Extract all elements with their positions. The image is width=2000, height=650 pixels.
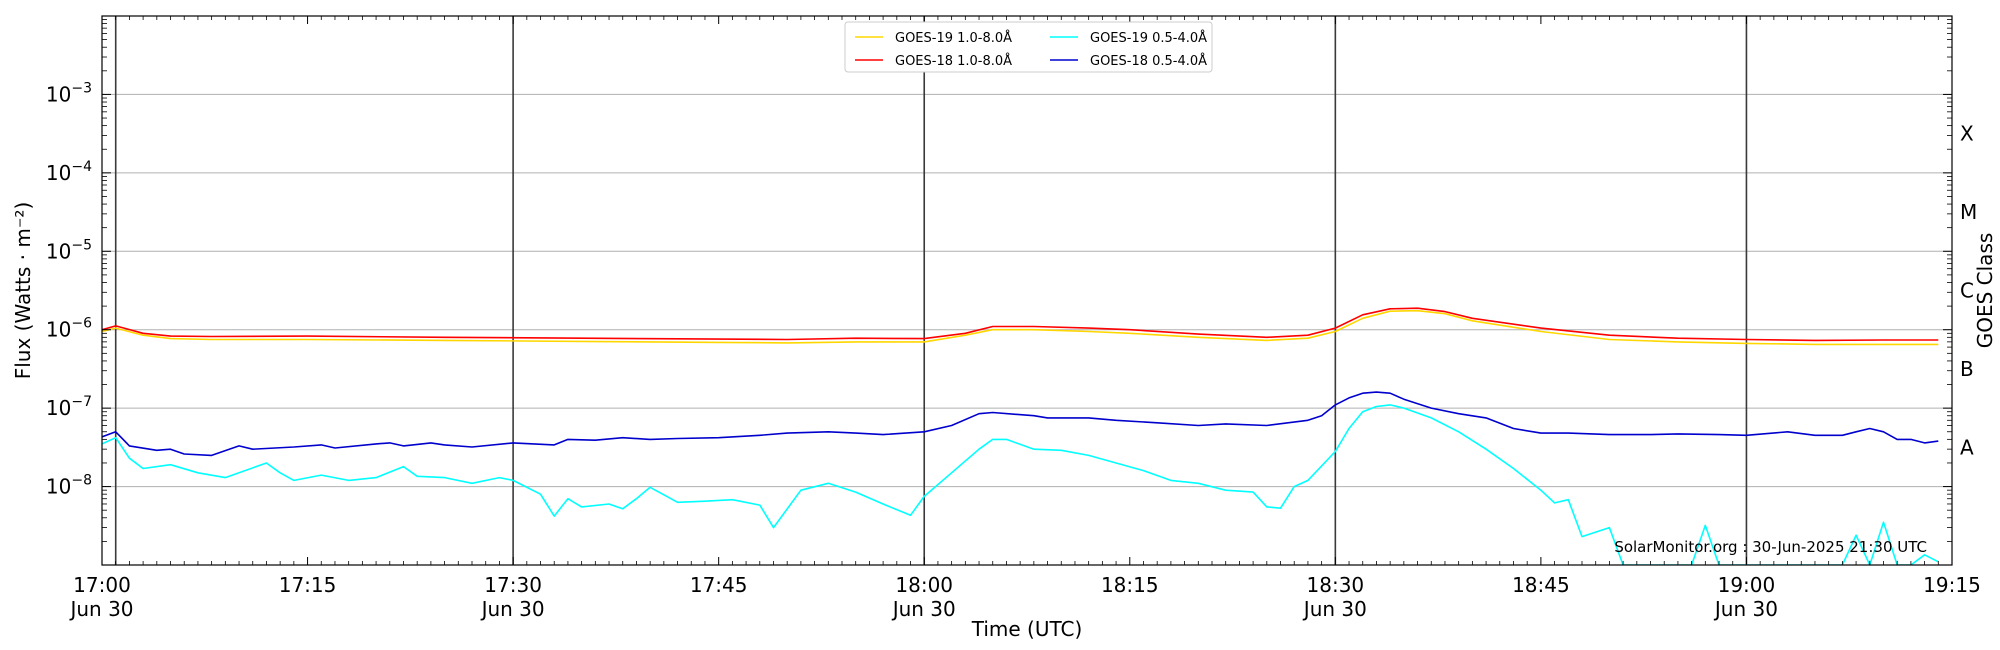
series-line-0 xyxy=(102,309,1939,346)
legend-box xyxy=(844,21,1213,73)
x-tick-label: 18:45 xyxy=(1512,573,1570,597)
goes-class-label: M xyxy=(1960,200,1977,224)
goes-class-label: C xyxy=(1960,279,1974,303)
x-tick-label: 18:30 xyxy=(1307,573,1365,597)
x-tick-label: 19:15 xyxy=(1923,573,1981,597)
x-tick-label: 19:00 xyxy=(1718,573,1776,597)
legend-label: GOES-19 0.5-4.0Å xyxy=(1090,30,1207,46)
x-tick-label: 18:15 xyxy=(1101,573,1159,597)
x-tick-date-label: Jun 30 xyxy=(480,597,545,621)
y-tick-label: 10−8 xyxy=(46,473,92,499)
legend-label: GOES-18 0.5-4.0Å xyxy=(1090,53,1207,69)
y-tick-label: 10−5 xyxy=(46,237,92,263)
vertical-day-lines xyxy=(114,16,1748,565)
x-axis-title: Time (UTC) xyxy=(971,617,1083,641)
series-line-3 xyxy=(102,391,1939,457)
goes-class-label: B xyxy=(1960,357,1974,381)
x-tick-date-label: Jun 30 xyxy=(1713,597,1778,621)
plot-frame xyxy=(101,15,1953,566)
x-tick-label: 17:30 xyxy=(484,573,542,597)
x-tick-label: 18:00 xyxy=(895,573,953,597)
legend-label: GOES-19 1.0-8.0Å xyxy=(895,30,1012,46)
y-axis-title: Flux (Watts · m⁻²) xyxy=(11,202,35,380)
legend-label: GOES-18 1.0-8.0Å xyxy=(895,53,1012,69)
goes-class-axis-title: GOES Class xyxy=(1973,233,1997,349)
y-tick-label: 10−7 xyxy=(46,394,92,420)
x-tick-date-label: Jun 30 xyxy=(891,597,956,621)
x-tick-date-label: Jun 30 xyxy=(68,597,133,621)
x-tick-label: 17:00 xyxy=(73,573,131,597)
grid-layer xyxy=(102,93,1952,488)
y-tick-label: 10−6 xyxy=(46,316,92,342)
goes-class-label: X xyxy=(1960,122,1974,146)
credit-annotation: SolarMonitor.org : 30-Jun-2025 21:30 UTC xyxy=(1614,538,1927,556)
series-line-1 xyxy=(102,307,1939,342)
y-tick-label: 10−3 xyxy=(46,80,92,106)
goes-class-label: A xyxy=(1960,435,1974,459)
x-tick-label: 17:45 xyxy=(690,573,748,597)
y-tick-label: 10−4 xyxy=(46,159,92,185)
x-tick-date-label: Jun 30 xyxy=(1302,597,1367,621)
legend: GOES-19 1.0-8.0Å GOES-18 1.0-8.0Å GOES-19 … xyxy=(844,21,1213,73)
series-layer xyxy=(102,307,1939,565)
series-line-2 xyxy=(102,404,1939,565)
x-tick-label: 17:15 xyxy=(279,573,337,597)
